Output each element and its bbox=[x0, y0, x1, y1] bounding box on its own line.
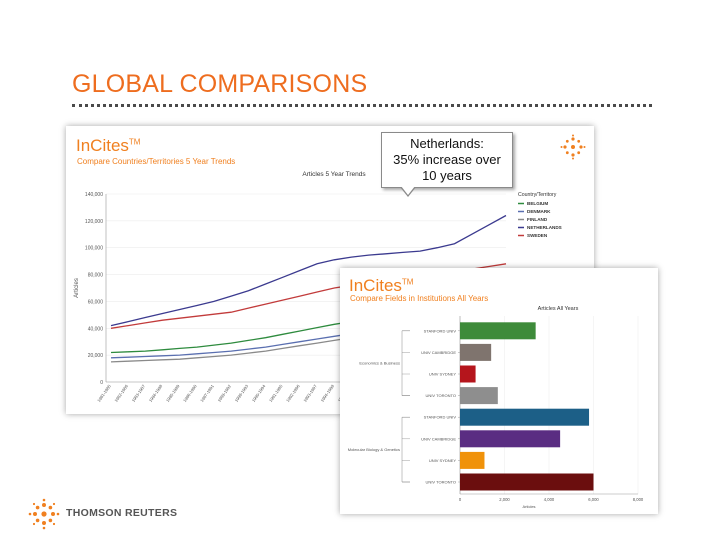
legend-title: Country/Territory bbox=[518, 192, 557, 198]
x-tick-label: 0 bbox=[459, 497, 462, 502]
x-tick-label: 8,000 bbox=[633, 497, 644, 502]
x-tick-label: 1987-1991 bbox=[199, 383, 215, 403]
y-tick-label: 80,000 bbox=[88, 273, 104, 279]
thomson-logo-icon bbox=[560, 134, 586, 160]
x-tick-label: 1993-1997 bbox=[302, 383, 318, 403]
bar bbox=[460, 343, 492, 361]
bar bbox=[460, 365, 476, 383]
legend-entry: BELGIUM bbox=[527, 201, 548, 206]
x-tick-label: 2,000 bbox=[499, 497, 510, 502]
x-tick-label: 6,000 bbox=[588, 497, 599, 502]
y-tick-label: 140,000 bbox=[85, 192, 103, 198]
category-label: STANFORD UNIV bbox=[424, 415, 457, 420]
x-tick-label: 1983-1987 bbox=[131, 383, 147, 403]
x-tick-label: 1994-1998 bbox=[319, 383, 335, 403]
category-label: UNIV SYDNEY bbox=[429, 372, 456, 377]
legend-entry: NETHERLANDS bbox=[527, 225, 562, 230]
bar bbox=[460, 430, 561, 448]
title-divider bbox=[72, 104, 652, 107]
group-bracket bbox=[401, 330, 410, 396]
company-name: THOMSON REUTERS bbox=[66, 507, 178, 519]
category-label: UNIV CAMBRIDGE bbox=[421, 350, 456, 355]
screenshot-subtitle: Compare Countries/Territories 5 Year Tre… bbox=[77, 157, 236, 166]
y-tick-label: 100,000 bbox=[85, 246, 103, 252]
articles-by-field-bar-chart: Articles All Years 0 2,000 4,000 6,000 8,000 A… bbox=[348, 306, 644, 509]
callout-line-2: 35% increase over bbox=[393, 152, 501, 167]
x-tick-label: 1992-1996 bbox=[285, 383, 301, 403]
callout-pointer-inner bbox=[401, 186, 415, 195]
group-label: Molecular Biology & Genetics bbox=[348, 447, 400, 452]
x-tick-label: 1984-1988 bbox=[148, 383, 164, 403]
category-label: STANFORD UNIV bbox=[424, 328, 457, 333]
x-tick-label: 1989-1993 bbox=[234, 383, 250, 403]
legend-entry: SWEDEN bbox=[527, 233, 548, 238]
category-label: UNIV TORONTO bbox=[426, 480, 456, 485]
x-axis-label: Articles bbox=[522, 504, 535, 509]
x-tick-label: 1981-1985 bbox=[96, 383, 112, 403]
x-tick-label: 1988-1992 bbox=[216, 383, 232, 403]
y-axis-label: Articles bbox=[74, 278, 80, 298]
bar bbox=[460, 473, 594, 491]
chart-title: Articles All Years bbox=[538, 306, 579, 312]
x-tick-label: 1982-1986 bbox=[113, 383, 129, 403]
y-tick-label: 20,000 bbox=[88, 353, 104, 359]
netherlands-callout: Netherlands: 35% increase over 10 years bbox=[381, 132, 513, 188]
x-tick-label: 1985-1989 bbox=[165, 383, 181, 403]
bar bbox=[460, 322, 536, 340]
category-label: UNIV CAMBRIDGE bbox=[421, 436, 456, 441]
y-tick-label: 60,000 bbox=[88, 299, 104, 305]
bar bbox=[460, 408, 590, 426]
x-tick-label: 1986-1990 bbox=[182, 383, 198, 403]
y-tick-label: 120,000 bbox=[85, 219, 103, 225]
y-tick-label: 0 bbox=[100, 380, 103, 386]
x-tick-label: 4,000 bbox=[544, 497, 555, 502]
chart-title: Articles 5 Year Trends bbox=[302, 171, 366, 178]
y-tick-label: 40,000 bbox=[88, 326, 104, 332]
callout-line-3: 10 years bbox=[422, 168, 472, 183]
group-bracket bbox=[401, 416, 410, 483]
category-label: UNIV TORONTO bbox=[426, 393, 456, 398]
legend-entry: DENMARK bbox=[527, 209, 551, 214]
incites-fields-institutions-screenshot: InCitesTM Compare Fields in Institutions… bbox=[340, 268, 658, 514]
slide-title: GLOBAL COMPARISONS bbox=[72, 70, 368, 98]
thomson-reuters-logo-icon bbox=[28, 498, 60, 530]
category-label: UNIV SYDNEY bbox=[429, 458, 456, 463]
x-tick-label: 1991-1995 bbox=[268, 383, 284, 403]
bar bbox=[460, 451, 485, 469]
incites-brand: InCitesTM bbox=[349, 276, 414, 295]
group-label: Economics & Business bbox=[359, 361, 400, 366]
incites-brand: InCitesTM bbox=[76, 136, 141, 155]
series-line-netherlands bbox=[110, 214, 507, 327]
bar bbox=[460, 387, 498, 405]
legend-entry: FINLAND bbox=[527, 217, 548, 222]
callout-line-1: Netherlands: bbox=[410, 136, 484, 151]
x-tick-label: 1990-1994 bbox=[251, 383, 267, 403]
screenshot-subtitle: Compare Fields in Institutions All Years bbox=[350, 294, 489, 303]
